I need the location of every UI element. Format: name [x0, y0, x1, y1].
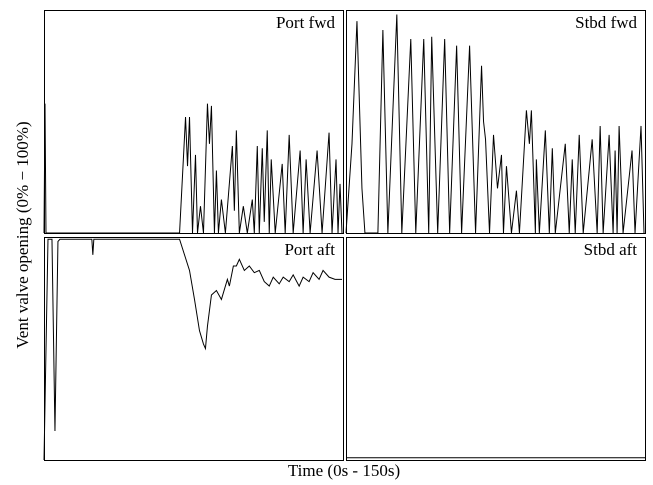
y-axis-label: Vent valve opening (0% − 100%) — [13, 121, 32, 348]
panel-title: Port aft — [284, 240, 335, 259]
line-trace — [43, 103, 343, 234]
panel-title: Stbd aft — [584, 240, 638, 259]
line-trace — [43, 238, 342, 461]
x-axis-label: Time (0s - 150s) — [288, 461, 400, 480]
panel-title: Port fwd — [276, 13, 336, 32]
panel-frame — [346, 237, 646, 461]
panel-frame — [44, 237, 344, 461]
line-trace — [345, 14, 645, 234]
panel-title: Stbd fwd — [575, 13, 637, 32]
panel-frame — [346, 10, 646, 234]
